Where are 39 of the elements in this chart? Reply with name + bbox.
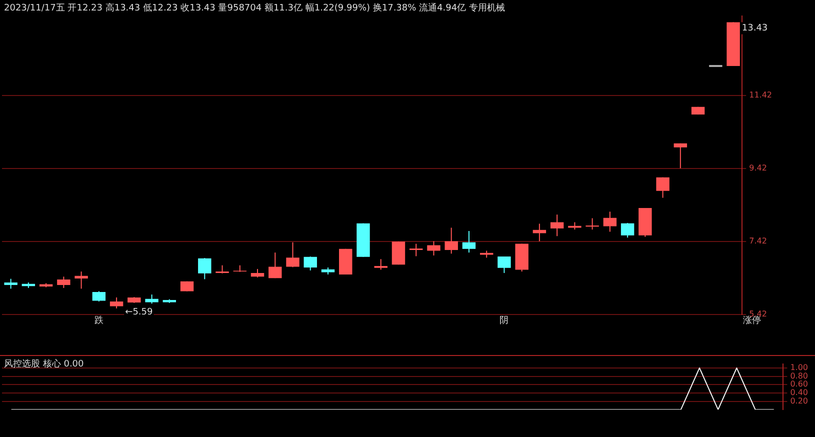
candlestick [4, 278, 18, 290]
chart-title: 风控选股 核心 0.00 [4, 358, 84, 370]
candlestick [656, 176, 670, 198]
chart-subtitle: 2023/11/17五 开12.23 高13.43 低12.23 收13.43 量958704 额11.3亿 幅1.22(9.99%) 换17.38% 流通4.94亿 专用机械 [4, 2, 505, 14]
text: 跌 [94, 314, 104, 326]
candlestick [620, 222, 634, 238]
candlestick [74, 271, 88, 290]
candlestick [286, 242, 300, 268]
candlestick [110, 296, 124, 309]
text: 阴 [500, 314, 509, 326]
candlestick [603, 211, 617, 232]
candlestick [498, 256, 511, 274]
candlestick [145, 294, 158, 304]
y-tick-label: 0.60 [790, 380, 808, 389]
candlestick [550, 214, 564, 237]
candlestick [304, 256, 317, 271]
text: 13.43 [742, 24, 768, 34]
annotation: ←5.59 [125, 308, 153, 318]
y-tick-label: 0.20 [790, 396, 808, 406]
candlestick [427, 240, 440, 256]
candlestick [392, 241, 406, 266]
candlestick [92, 290, 106, 302]
y-tick-label: 9.42 [749, 164, 767, 173]
candlestick [462, 230, 476, 254]
y-tick-label: 11.42 [749, 90, 772, 100]
candlestick [198, 258, 212, 280]
text: 涨停 [743, 314, 762, 326]
candlestick [409, 243, 423, 257]
candlestick [532, 223, 546, 242]
candlestick [674, 142, 688, 169]
candlestick [374, 258, 388, 270]
y-tick-label: 7.42 [749, 236, 767, 246]
candlestick [444, 227, 458, 254]
candlestick [268, 252, 282, 279]
y-tick-label: 1.00 [790, 363, 808, 372]
candlestick [586, 218, 599, 230]
y-tick-label: 0.40 [790, 388, 808, 398]
candlestick [57, 276, 70, 288]
y-tick-label: 0.80 [790, 371, 808, 380]
